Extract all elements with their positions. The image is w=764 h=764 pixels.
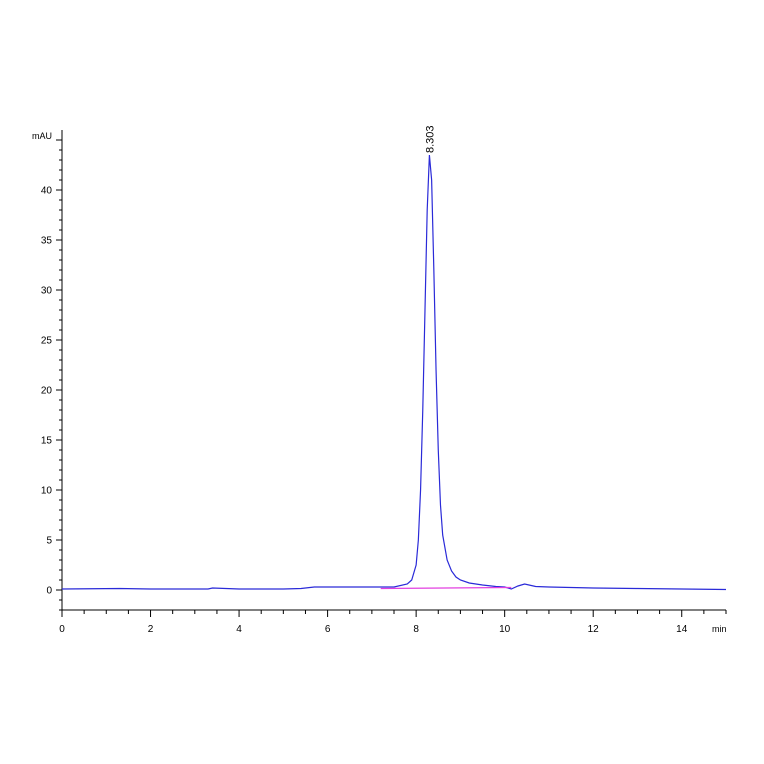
x-tick-label: 0: [59, 624, 65, 635]
peak-retention-label: 8.303: [425, 125, 437, 153]
y-tick-label: 10: [41, 486, 53, 497]
axes: [61, 130, 726, 611]
y-tick-label: 15: [41, 436, 53, 447]
x-tick-label: 4: [236, 624, 242, 635]
x-tick-label: 2: [148, 624, 154, 635]
y-tick-label: 20: [41, 386, 53, 397]
x-tick-label: 10: [499, 624, 511, 635]
y-tick-label: 35: [41, 236, 53, 247]
x-axis-ticks: 0 2 4 6 8 10 12 14: [59, 610, 727, 635]
signal-series-line: [61, 154, 727, 591]
x-tick-label: 14: [676, 624, 688, 635]
y-unit-label: mAU: [32, 131, 52, 141]
x-tick-label: 8: [413, 624, 419, 635]
x-unit-label: min: [712, 624, 727, 634]
x-tick-label: 12: [588, 624, 600, 635]
y-tick-label: 25: [41, 336, 53, 347]
y-tick-label: 0: [46, 586, 52, 597]
y-tick-label: 40: [41, 186, 53, 197]
y-tick-label: 5: [46, 536, 52, 547]
x-tick-label: 6: [325, 624, 331, 635]
y-tick-label: 30: [41, 286, 53, 297]
integration-baseline: [380, 586, 512, 590]
y-axis-ticks: 0 5 10 15 20 25 30 35 40: [41, 139, 62, 611]
